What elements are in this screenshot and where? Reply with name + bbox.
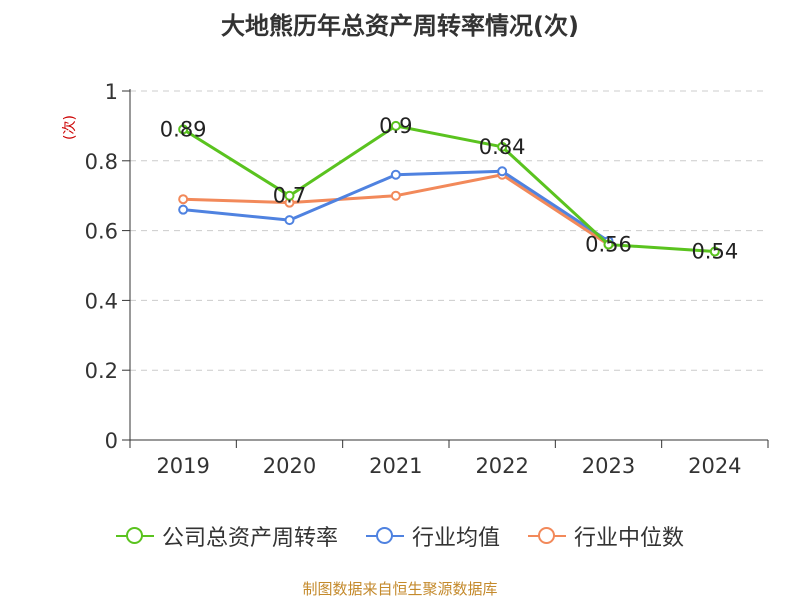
x-tick-label: 2024 <box>688 454 741 478</box>
y-tick-label: 1 <box>105 80 118 104</box>
data-label: 0.7 <box>273 184 306 208</box>
legend-item-industry-median[interactable]: 行业中位数 <box>528 520 684 552</box>
y-tick-label: 0.8 <box>85 150 118 174</box>
legend-item-company[interactable]: 公司总资产周转率 <box>115 520 338 552</box>
data-label: 0.54 <box>691 240 738 264</box>
data-point-0 <box>497 141 508 152</box>
y-tick-label: 0.2 <box>85 359 118 383</box>
data-label: 0.89 <box>160 117 207 141</box>
legend-symbol-company <box>115 526 154 546</box>
data-label: 0.56 <box>585 233 632 257</box>
legend: 公司总资产周转率 行业均值 行业中位数 <box>0 520 800 552</box>
legend-symbol-industry-median <box>528 526 566 546</box>
data-point-0 <box>178 124 189 135</box>
data-point-0 <box>390 120 401 131</box>
legend-symbol-industry-mean <box>365 526 404 546</box>
legend-label-industry-mean: 行业均值 <box>411 526 500 551</box>
y-tick-label: 0.4 <box>85 289 118 313</box>
x-tick-label: 2023 <box>582 454 635 478</box>
data-point-0 <box>603 239 614 250</box>
y-tick-label: 0 <box>105 429 118 453</box>
legend-label-company: 公司总资产周转率 <box>161 526 338 551</box>
x-tick-label: 2020 <box>263 454 316 478</box>
data-point-1 <box>284 215 295 226</box>
data-point-1 <box>178 204 189 215</box>
data-source-note: 制图数据来自恒生聚源数据库 <box>302 580 498 598</box>
legend-label-industry-median: 行业中位数 <box>574 526 685 551</box>
data-label: 0.9 <box>379 114 412 138</box>
chart-title: 大地熊历年总资产周转率情况(次) <box>221 12 579 40</box>
data-point-1 <box>390 169 401 180</box>
x-tick-label: 2021 <box>369 454 422 478</box>
x-tick-label: 2019 <box>156 454 209 478</box>
data-point-2 <box>178 194 189 205</box>
y-tick-label: 0.6 <box>85 220 118 244</box>
data-point-0 <box>709 246 720 257</box>
legend-item-industry-mean[interactable]: 行业均值 <box>365 520 500 552</box>
data-point-1 <box>497 166 508 177</box>
data-point-2 <box>390 190 401 201</box>
data-point-0 <box>284 190 295 201</box>
series-line-0 <box>182 124 715 254</box>
data-label: 0.84 <box>479 135 526 159</box>
x-tick-label: 2022 <box>475 454 528 478</box>
